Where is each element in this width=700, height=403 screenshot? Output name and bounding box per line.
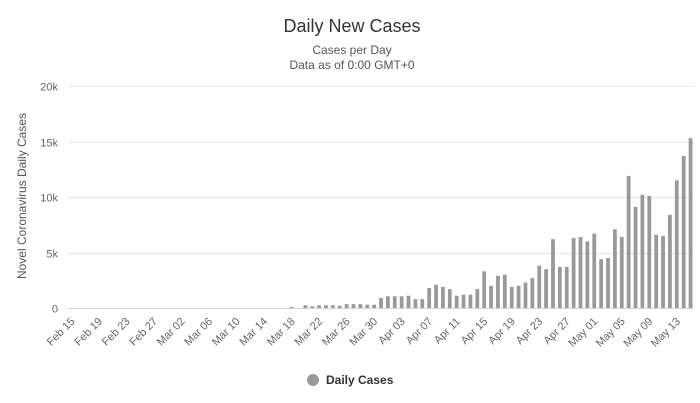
bar[interactable] [668,214,672,308]
gridlines [68,86,694,254]
bar[interactable] [578,236,583,308]
bar[interactable] [626,175,631,308]
x-tick-label: Mar 10 [210,316,243,349]
bar[interactable] [489,285,493,308]
x-tick-label: Mar 26 [320,316,353,349]
x-tick-label: May 01 [566,316,600,350]
bar[interactable] [564,266,569,308]
x-tick-label: Feb 23 [100,316,133,349]
x-tick-label: Mar 18 [265,316,298,349]
bar[interactable] [681,155,686,308]
x-tick-label: Apr 07 [404,316,435,347]
bar[interactable] [413,299,418,308]
bar[interactable] [358,304,363,308]
x-tick-label: May 09 [621,316,655,350]
bar[interactable] [392,296,397,308]
x-tick-label: May 05 [594,316,628,350]
bar[interactable] [647,195,652,308]
bar[interactable] [496,275,500,308]
bar[interactable] [337,305,342,308]
bar[interactable] [613,229,617,308]
chart-subtitle-line1: Cases per Day [312,43,391,57]
bar[interactable] [427,288,432,308]
bar[interactable] [571,238,576,308]
x-tick-label: Feb 15 [45,316,78,349]
x-tick-label: Feb 27 [127,316,160,349]
bar[interactable] [454,295,459,308]
bar[interactable] [544,269,548,308]
bar[interactable] [537,265,542,308]
bar[interactable] [289,306,294,308]
y-tick-label: 0 [52,304,58,316]
legend-marker [307,374,319,386]
bar[interactable] [475,289,480,308]
x-tick-label: Mar 14 [237,316,270,349]
x-tick-label: Feb 19 [72,316,105,349]
bar[interactable] [640,194,645,308]
y-tick-label: 10k [40,193,58,205]
bar[interactable] [516,285,521,308]
bar[interactable] [434,284,438,308]
bar[interactable] [330,305,335,308]
bar[interactable] [619,236,624,308]
chart-title: Daily New Cases [283,16,420,36]
x-tick-label: Apr 11 [432,316,463,347]
x-tick-label: Mar 22 [293,316,326,349]
bar[interactable] [509,286,514,308]
bar[interactable] [461,294,466,308]
bar[interactable] [365,304,370,308]
bar[interactable] [557,266,562,308]
bar[interactable] [385,296,390,308]
bar[interactable] [344,304,349,308]
legend[interactable]: Daily Cases [307,373,394,387]
bar[interactable] [351,304,356,308]
bar[interactable] [523,282,528,308]
bar[interactable] [317,305,321,308]
bar[interactable] [324,305,328,308]
bars [289,138,693,308]
bar[interactable] [303,305,308,308]
x-tick-label: Mar 06 [182,316,215,349]
bar[interactable] [661,235,665,308]
x-tick-label: Apr 03 [376,316,407,347]
bar[interactable] [482,271,487,308]
bar[interactable] [606,258,610,308]
y-tick-label: 5k [46,249,58,261]
bar[interactable] [502,274,507,308]
bar[interactable] [399,296,404,308]
x-tick-label: Mar 02 [155,316,188,349]
bar[interactable] [551,239,555,308]
bar[interactable] [674,180,679,308]
chart-subtitle-line2: Data as of 0:00 GMT+0 [289,58,414,72]
bar[interactable] [441,286,445,308]
x-tick-label: Apr 15 [459,316,490,347]
bar[interactable] [372,304,377,308]
bar[interactable] [406,295,411,308]
x-tick-label: May 13 [649,316,683,350]
bar[interactable] [599,259,604,308]
bar[interactable] [310,306,315,308]
bar[interactable] [420,299,425,308]
bar[interactable] [530,278,535,308]
y-axis-ticks: 0 5k 10k 15k 20k [40,82,58,316]
bar[interactable] [379,298,383,308]
bar[interactable] [447,289,452,308]
legend-label[interactable]: Daily Cases [326,373,394,387]
bar[interactable] [468,294,473,308]
y-tick-label: 15k [40,138,58,150]
bar[interactable] [633,206,638,308]
x-tick-label: Mar 30 [348,316,381,349]
bar[interactable] [585,241,590,308]
y-axis-label: Novel Coronavirus Daily Cases [15,113,29,279]
x-tick-label: Apr 19 [486,316,517,347]
x-tick-label: Apr 23 [514,316,545,347]
bar[interactable] [688,138,693,308]
bar[interactable] [592,233,597,308]
y-tick-label: 20k [40,82,58,94]
bar[interactable] [654,234,659,308]
